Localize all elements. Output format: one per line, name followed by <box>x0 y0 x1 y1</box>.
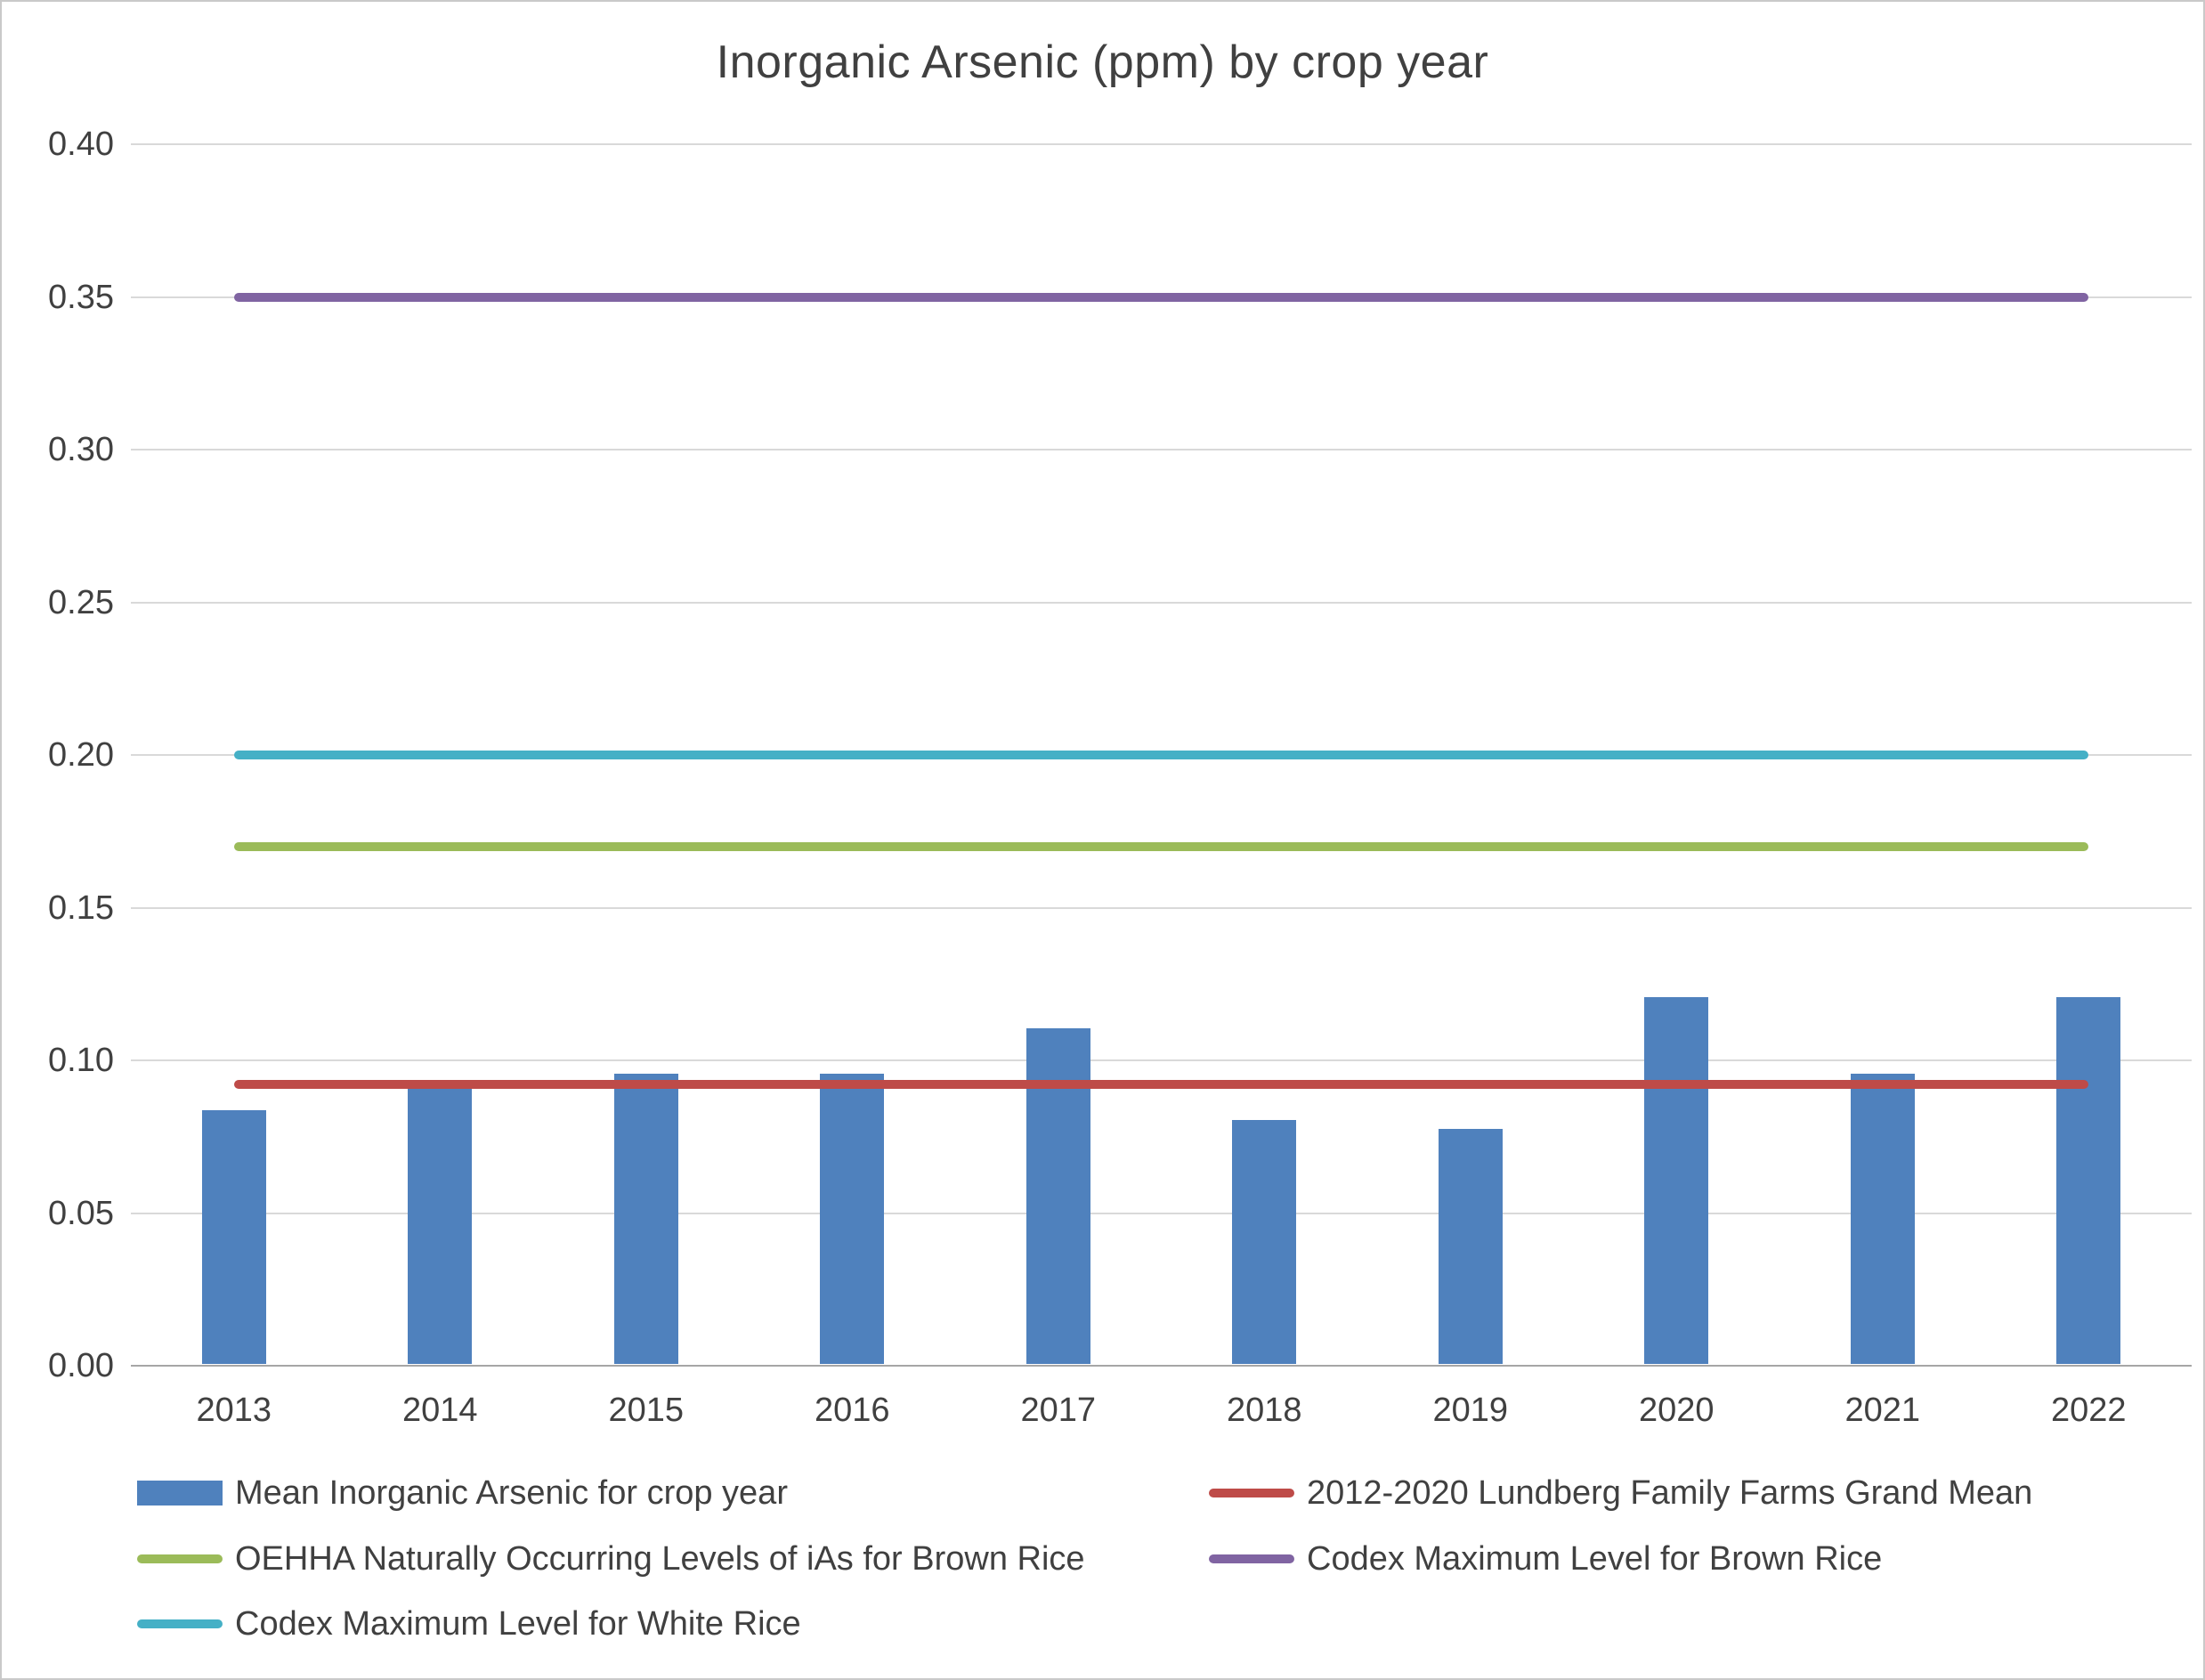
gridline-0.15 <box>131 906 2192 909</box>
x-tick-label-2014: 2014 <box>401 1392 478 1429</box>
bar-2020 <box>1644 997 1709 1364</box>
chart-title: Inorganic Arsenic (ppm) by crop year <box>716 37 1489 88</box>
x-tick-label-2013: 2013 <box>196 1392 272 1429</box>
gridline-0.25 <box>131 601 2192 604</box>
legend-swatch-line-4 <box>137 1619 223 1628</box>
legend-swatch-line-1 <box>1209 1489 1294 1497</box>
legend-item-1: 2012-2020 Lundberg Family Farms Grand Me… <box>1209 1472 2032 1514</box>
y-tick-label-0.10: 0.10 <box>48 1042 114 1079</box>
y-tick-label-0.30: 0.30 <box>48 431 114 468</box>
legend-label-3: Codex Maximum Level for Brown Rice <box>1307 1540 1883 1578</box>
ref-line-3 <box>233 292 2089 302</box>
bar-2021 <box>1850 1074 1915 1364</box>
gridline-0.05 <box>131 1212 2192 1214</box>
y-tick-label-0.05: 0.05 <box>48 1194 114 1232</box>
y-tick-label-0.20: 0.20 <box>48 736 114 774</box>
x-tick-label-2019: 2019 <box>1432 1392 1509 1429</box>
y-tick-label-0.15: 0.15 <box>48 889 114 927</box>
bar-2022 <box>2056 997 2121 1364</box>
legend-item-0: Mean Inorganic Arsenic for crop year <box>137 1472 788 1514</box>
x-tick-label-2022: 2022 <box>2050 1392 2127 1429</box>
x-tick-label-2020: 2020 <box>1638 1392 1715 1429</box>
x-tick-label-2016: 2016 <box>814 1392 890 1429</box>
legend-label-2: OEHHA Naturally Occurring Levels of iAs … <box>235 1540 1085 1578</box>
legend-item-4: Codex Maximum Level for White Rice <box>137 1603 801 1645</box>
legend-swatch-line-2 <box>137 1554 223 1563</box>
bar-2014 <box>408 1089 473 1364</box>
x-tick-label-2018: 2018 <box>1226 1392 1302 1429</box>
y-tick-label-0.40: 0.40 <box>48 126 114 163</box>
ref-line-0 <box>233 1080 2089 1090</box>
ref-line-2 <box>233 751 2089 759</box>
bar-2017 <box>1025 1027 1090 1364</box>
bar-2013 <box>201 1110 266 1364</box>
x-tick-label-2017: 2017 <box>1020 1392 1097 1429</box>
y-tick-label-0.00: 0.00 <box>48 1347 114 1384</box>
y-tick-label-0.25: 0.25 <box>48 583 114 621</box>
gridline-0.40 <box>131 143 2192 145</box>
x-tick-label-2021: 2021 <box>1844 1392 1921 1429</box>
x-tick-label-2015: 2015 <box>608 1392 685 1429</box>
bar-2015 <box>613 1074 678 1364</box>
legend-label-4: Codex Maximum Level for White Rice <box>235 1605 801 1643</box>
legend-item-3: Codex Maximum Level for Brown Rice <box>1209 1538 1882 1580</box>
bar-2019 <box>1438 1128 1503 1364</box>
gridline-0.30 <box>131 449 2192 450</box>
legend-item-2: OEHHA Naturally Occurring Levels of iAs … <box>137 1538 1085 1580</box>
legend-swatch-line-3 <box>1209 1554 1294 1563</box>
legend-label-0: Mean Inorganic Arsenic for crop year <box>235 1474 788 1512</box>
y-tick-label-0.35: 0.35 <box>48 278 114 316</box>
plot-area <box>131 143 2192 1367</box>
legend-label-1: 2012-2020 Lundberg Family Farms Grand Me… <box>1307 1474 2033 1512</box>
bar-2016 <box>820 1074 885 1364</box>
legend-swatch-bar-0 <box>137 1481 223 1506</box>
gridline-0.10 <box>131 1059 2192 1061</box>
gridline-0.00 <box>131 1365 2192 1367</box>
ref-line-1 <box>233 841 2089 851</box>
bar-2018 <box>1232 1119 1297 1364</box>
